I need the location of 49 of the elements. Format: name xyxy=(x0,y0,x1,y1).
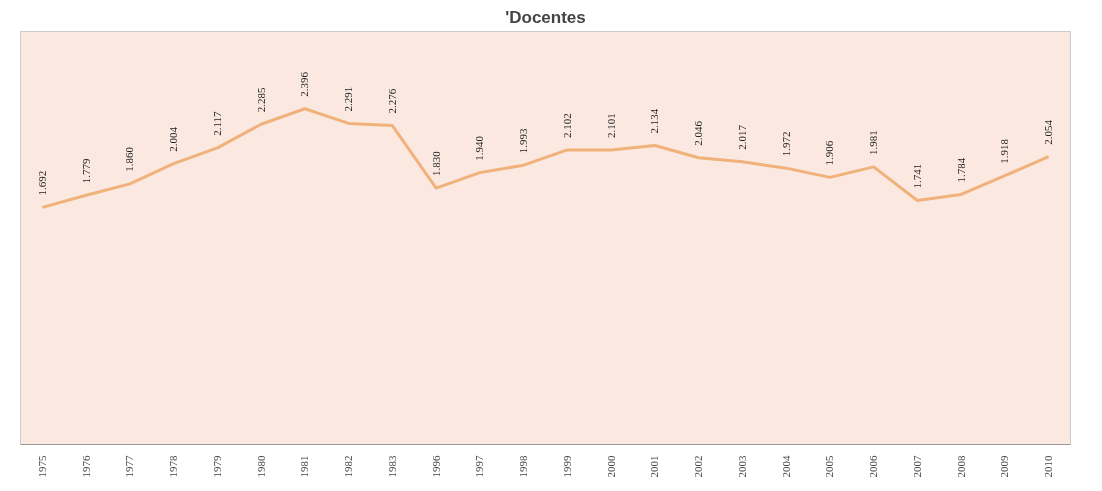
x-tick-label: 1997 xyxy=(473,455,486,478)
data-label: 1.940 xyxy=(473,135,486,161)
data-label: 1.860 xyxy=(123,146,136,172)
data-label: 2.291 xyxy=(342,86,355,112)
data-label: 1.784 xyxy=(954,157,967,183)
data-label: 1.918 xyxy=(998,138,1011,164)
data-label: 2.134 xyxy=(648,108,661,134)
x-tick-label: 2005 xyxy=(823,455,836,478)
x-tick-label: 2007 xyxy=(910,455,923,478)
x-tick-label: 1982 xyxy=(342,455,355,478)
data-label: 2.102 xyxy=(560,113,573,138)
x-tick-label: 2001 xyxy=(648,455,661,478)
x-tick-label: 1998 xyxy=(517,455,530,478)
data-label: 1.993 xyxy=(517,127,530,154)
data-label: 2.396 xyxy=(298,71,311,97)
x-tick-label: 2000 xyxy=(604,455,617,478)
x-tick-label: 2010 xyxy=(1042,455,1055,478)
x-tick-label: 1979 xyxy=(210,455,223,478)
x-tick-label: 2008 xyxy=(954,455,967,478)
x-tick-label: 1978 xyxy=(167,455,180,478)
data-label: 2.117 xyxy=(210,110,223,136)
data-label: 2.285 xyxy=(254,87,267,113)
data-label: 2.046 xyxy=(692,120,705,146)
data-label: 2.004 xyxy=(167,126,180,152)
chart-title: 'Docentes xyxy=(505,7,586,27)
x-tick-label: 2003 xyxy=(735,455,748,478)
x-tick-label: 2006 xyxy=(867,455,880,478)
x-tick-label: 1980 xyxy=(254,455,267,478)
x-tick-label: 1981 xyxy=(298,455,311,478)
data-label: 1.830 xyxy=(429,150,442,177)
data-label: 1.692 xyxy=(35,170,48,196)
data-label: 2.276 xyxy=(385,88,398,114)
data-label: 1.972 xyxy=(779,131,792,157)
x-tick-label: 1983 xyxy=(385,455,398,478)
x-tick-label: 2004 xyxy=(779,455,792,478)
data-label: 1.741 xyxy=(910,163,923,189)
x-tick-label: 1999 xyxy=(560,455,573,478)
x-tick-label: 1976 xyxy=(79,455,92,478)
x-tick-label: 2009 xyxy=(998,455,1011,478)
x-tick-label: 2002 xyxy=(692,455,705,478)
data-label: 1.779 xyxy=(79,157,92,184)
x-tick-label: 1975 xyxy=(35,455,48,478)
data-label: 1.906 xyxy=(823,140,836,166)
data-label: 2.101 xyxy=(604,113,617,139)
x-tick-label: 1977 xyxy=(123,455,136,478)
data-label: 2.054 xyxy=(1042,119,1055,145)
data-label: 2.017 xyxy=(735,124,748,150)
x-tick-label: 1996 xyxy=(429,455,442,478)
data-label: 1.981 xyxy=(867,130,880,155)
